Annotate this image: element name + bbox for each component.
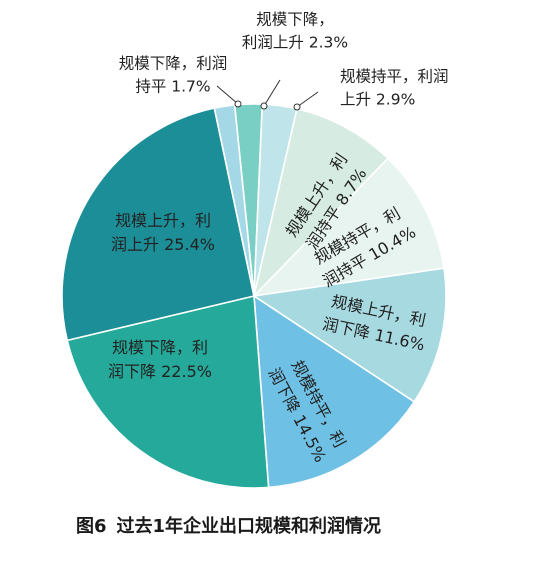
slice-callout-label: 规模下降，利润持平 1.7% — [119, 55, 228, 96]
figure-number: 图6 — [76, 516, 107, 537]
pie-slice — [253, 157, 445, 297]
slice-callout-label: 规模持平，利润上升 2.9% — [340, 68, 449, 109]
leader-line — [296, 91, 319, 108]
pie-slice — [61, 107, 255, 342]
chart-title: 过去1年企业出口规模和利润情况 — [116, 516, 382, 537]
leader-line — [216, 85, 239, 105]
pie-slice — [253, 295, 416, 489]
leader-dot — [293, 103, 301, 111]
leader-dot — [260, 102, 268, 110]
leader-line — [263, 79, 281, 107]
pie-slice — [253, 267, 447, 403]
slice-callout-label: 规模下降，利润上升 2.3% — [242, 11, 348, 52]
leader-dot — [234, 100, 242, 108]
pie-slice — [213, 104, 255, 297]
pie-slice — [253, 108, 389, 297]
chart-caption: 图6 过去1年企业出口规模和利润情况 — [76, 512, 381, 538]
slice-label: 规模下降，利润下降 22.5% — [108, 338, 212, 381]
pie-slice — [66, 295, 270, 489]
slice-label: 规模上升，利润上升 25.4% — [111, 211, 215, 254]
